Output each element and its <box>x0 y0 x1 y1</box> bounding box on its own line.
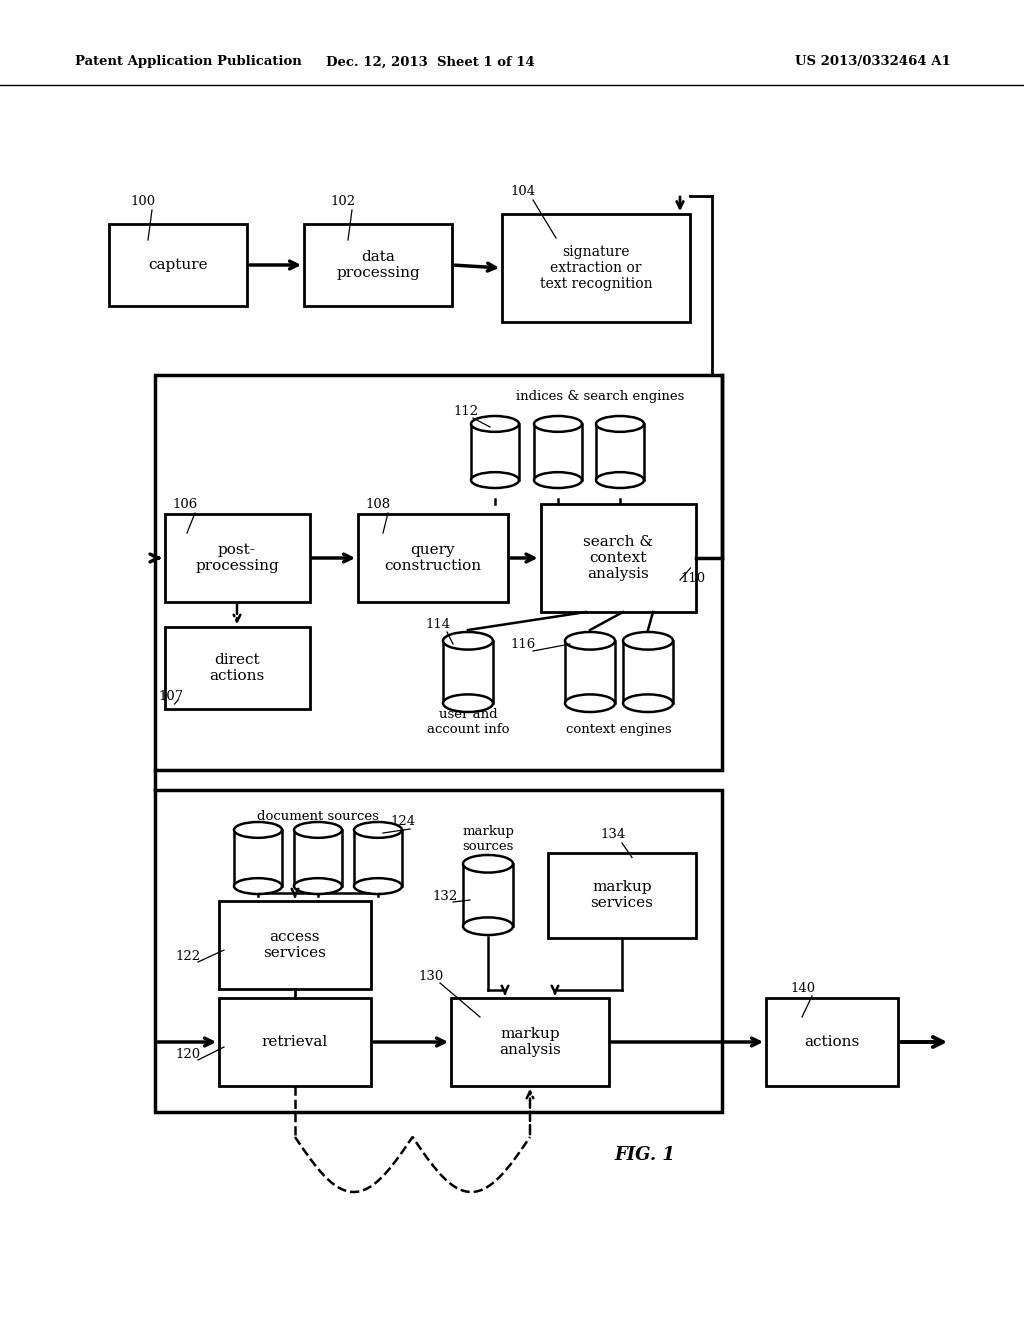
Bar <box>471 424 519 480</box>
Bar <box>219 902 371 989</box>
Text: query
construction: query construction <box>384 543 481 573</box>
Text: 107: 107 <box>158 690 183 704</box>
Ellipse shape <box>463 917 513 935</box>
Bar <box>463 863 513 927</box>
Ellipse shape <box>354 822 402 838</box>
Bar <box>354 830 402 886</box>
Ellipse shape <box>534 416 582 432</box>
Bar <box>443 640 493 704</box>
Text: 110: 110 <box>680 572 706 585</box>
Text: signature
extraction or
text recognition: signature extraction or text recognition <box>540 244 652 292</box>
Bar <box>155 375 722 770</box>
Bar <box>548 853 696 937</box>
Bar <box>451 998 609 1086</box>
Ellipse shape <box>471 416 519 432</box>
Text: 102: 102 <box>330 195 355 209</box>
Bar <box>534 424 582 480</box>
Ellipse shape <box>471 473 519 488</box>
Bar <box>502 214 690 322</box>
Text: US 2013/0332464 A1: US 2013/0332464 A1 <box>795 55 950 69</box>
Bar <box>234 830 282 886</box>
Ellipse shape <box>354 878 402 894</box>
Bar <box>294 830 342 886</box>
Text: indices & search engines: indices & search engines <box>516 389 684 403</box>
Text: 130: 130 <box>418 970 443 983</box>
Text: 122: 122 <box>175 950 200 964</box>
Text: markup
analysis: markup analysis <box>499 1027 561 1057</box>
Bar <box>165 513 309 602</box>
Bar <box>623 640 673 704</box>
Bar <box>766 998 898 1086</box>
Text: 120: 120 <box>175 1048 200 1061</box>
Bar <box>565 640 615 704</box>
Text: 124: 124 <box>390 814 415 828</box>
Bar <box>155 789 722 1111</box>
Ellipse shape <box>623 694 673 711</box>
Text: 134: 134 <box>600 828 626 841</box>
Text: Patent Application Publication: Patent Application Publication <box>75 55 302 69</box>
Text: context engines: context engines <box>566 723 672 737</box>
Ellipse shape <box>294 822 342 838</box>
Text: user and
account info: user and account info <box>427 708 509 737</box>
Text: data
processing: data processing <box>336 249 420 280</box>
Text: capture: capture <box>148 257 208 272</box>
Text: direct
actions: direct actions <box>209 653 264 684</box>
Ellipse shape <box>443 632 493 649</box>
Text: retrieval: retrieval <box>262 1035 328 1049</box>
Text: 112: 112 <box>453 405 478 418</box>
Text: access
services: access services <box>263 929 327 960</box>
Text: 104: 104 <box>510 185 536 198</box>
Text: post-
processing: post- processing <box>196 543 279 573</box>
Bar <box>165 627 309 709</box>
Text: FIG. 1: FIG. 1 <box>614 1146 676 1164</box>
Text: 140: 140 <box>790 982 815 995</box>
Text: Dec. 12, 2013  Sheet 1 of 14: Dec. 12, 2013 Sheet 1 of 14 <box>326 55 535 69</box>
Bar <box>596 424 644 480</box>
Ellipse shape <box>565 694 615 711</box>
Ellipse shape <box>294 878 342 894</box>
Text: 116: 116 <box>510 638 536 651</box>
Text: actions: actions <box>805 1035 859 1049</box>
Ellipse shape <box>234 822 282 838</box>
Text: document sources: document sources <box>257 810 379 822</box>
Ellipse shape <box>596 473 644 488</box>
Ellipse shape <box>443 694 493 711</box>
Text: 132: 132 <box>432 890 458 903</box>
Ellipse shape <box>534 473 582 488</box>
Ellipse shape <box>463 855 513 873</box>
Text: 106: 106 <box>172 498 198 511</box>
Text: markup
sources: markup sources <box>462 825 514 853</box>
Bar <box>304 224 452 306</box>
Bar <box>109 224 247 306</box>
Bar <box>219 998 371 1086</box>
Text: search &
context
analysis: search & context analysis <box>583 535 653 581</box>
Text: 108: 108 <box>365 498 390 511</box>
Ellipse shape <box>596 416 644 432</box>
Ellipse shape <box>234 878 282 894</box>
Bar <box>541 504 695 612</box>
Text: markup
services: markup services <box>591 880 653 909</box>
Text: 114: 114 <box>425 618 451 631</box>
Bar <box>358 513 508 602</box>
Text: 100: 100 <box>130 195 155 209</box>
Ellipse shape <box>623 632 673 649</box>
Ellipse shape <box>565 632 615 649</box>
